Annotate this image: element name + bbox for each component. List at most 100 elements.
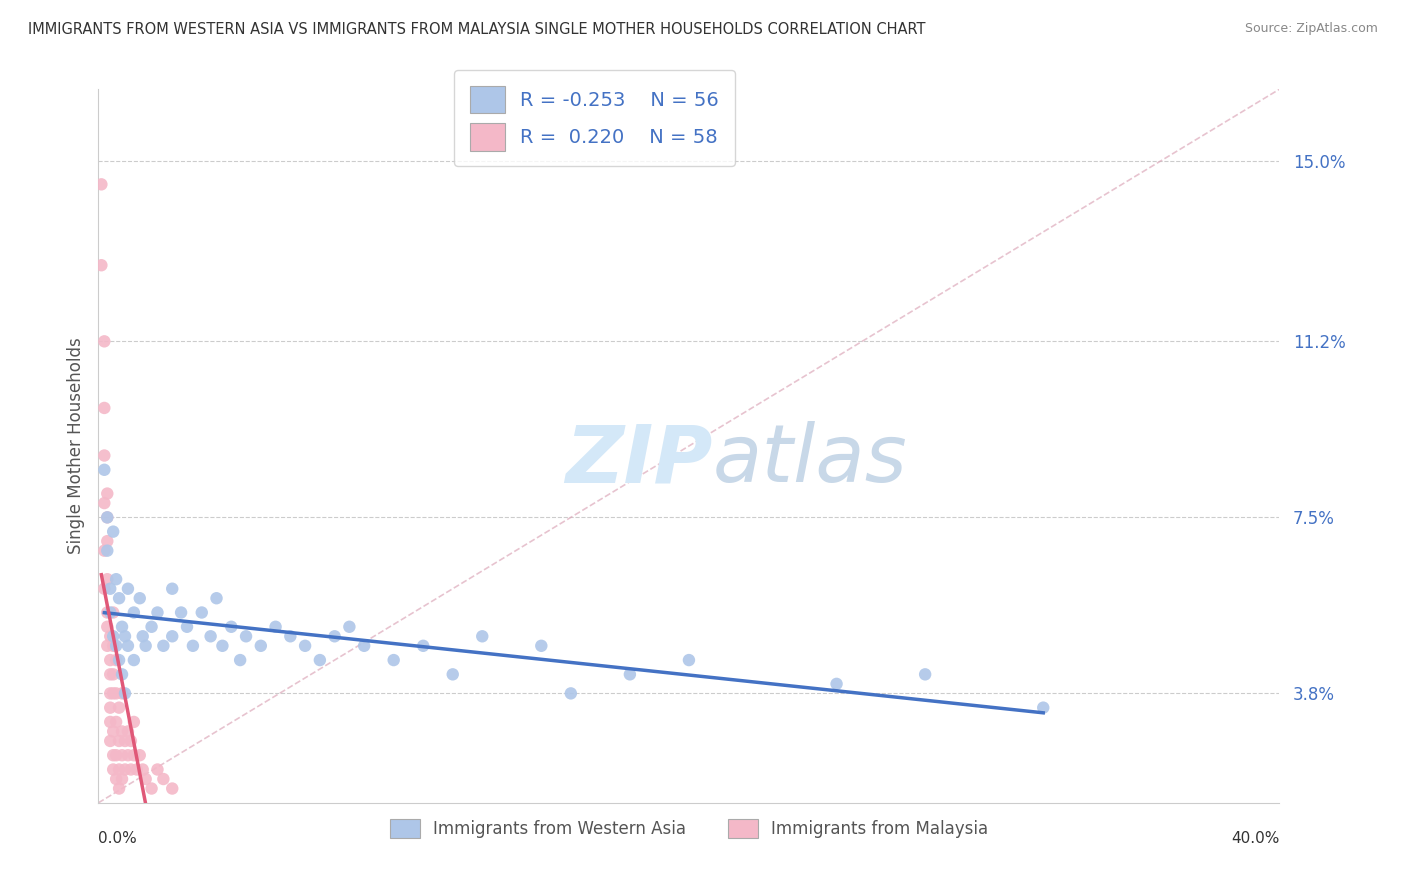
Point [141,620,163,634]
Point [96,486,118,500]
Point [117,748,139,763]
Point [103,686,125,700]
Point [825,677,848,691]
Point [96,534,118,549]
Point [117,639,139,653]
Point [122,653,145,667]
Point [93,334,115,349]
Point [146,606,169,620]
Text: 40.0%: 40.0% [1232,831,1279,847]
Point [114,734,136,748]
Point [117,582,139,596]
Point [441,667,464,681]
Point [98,686,121,700]
Point [103,606,125,620]
Point [111,686,134,700]
Point [280,629,302,643]
Point [294,639,316,653]
Point [98,653,121,667]
Point [96,572,118,586]
Point [135,639,157,653]
Point [103,763,125,777]
Point [152,639,174,653]
Point [122,606,145,620]
Point [114,629,136,643]
Point [96,639,118,653]
Point [103,724,125,739]
Point [111,620,134,634]
Point [111,772,134,786]
Point [114,686,136,700]
Point [96,606,118,620]
Point [471,629,494,643]
Point [93,496,115,510]
Point [250,639,273,653]
Point [93,401,115,415]
Point [146,763,169,777]
Point [96,543,118,558]
Point [170,606,193,620]
Point [93,582,115,596]
Point [105,653,128,667]
Y-axis label: Single Mother Households: Single Mother Households [66,338,84,554]
Point [108,653,131,667]
Point [560,686,582,700]
Point [128,591,150,606]
Text: Source: ZipAtlas.com: Source: ZipAtlas.com [1244,22,1378,36]
Point [105,686,128,700]
Point [108,763,131,777]
Point [108,781,131,796]
Point [103,748,125,763]
Point [108,591,131,606]
Point [103,629,125,643]
Point [135,772,157,786]
Point [141,781,163,796]
Point [200,629,222,643]
Point [152,772,174,786]
Point [111,724,134,739]
Point [162,582,183,596]
Point [132,763,155,777]
Point [914,667,936,681]
Point [111,748,134,763]
Point [93,543,115,558]
Point [96,620,118,634]
Point [96,510,118,524]
Point [353,639,375,653]
Point [105,639,128,653]
Point [530,639,553,653]
Point [98,734,121,748]
Point [221,620,243,634]
Point [114,763,136,777]
Point [309,653,332,667]
Point [678,653,700,667]
Point [105,772,128,786]
Point [98,667,121,681]
Point [181,639,204,653]
Point [90,258,112,272]
Point [105,714,128,729]
Point [619,667,641,681]
Point [98,714,121,729]
Point [98,700,121,714]
Point [382,653,405,667]
Point [98,606,121,620]
Point [128,748,150,763]
Point [98,629,121,643]
Point [122,748,145,763]
Point [412,639,434,653]
Point [108,734,131,748]
Point [122,714,145,729]
Point [191,606,214,620]
Point [205,591,228,606]
Point [93,463,115,477]
Point [120,734,142,748]
Point [229,653,252,667]
Point [105,572,128,586]
Point [132,629,155,643]
Point [211,639,233,653]
Point [176,620,198,634]
Point [105,748,128,763]
Point [103,667,125,681]
Point [162,781,183,796]
